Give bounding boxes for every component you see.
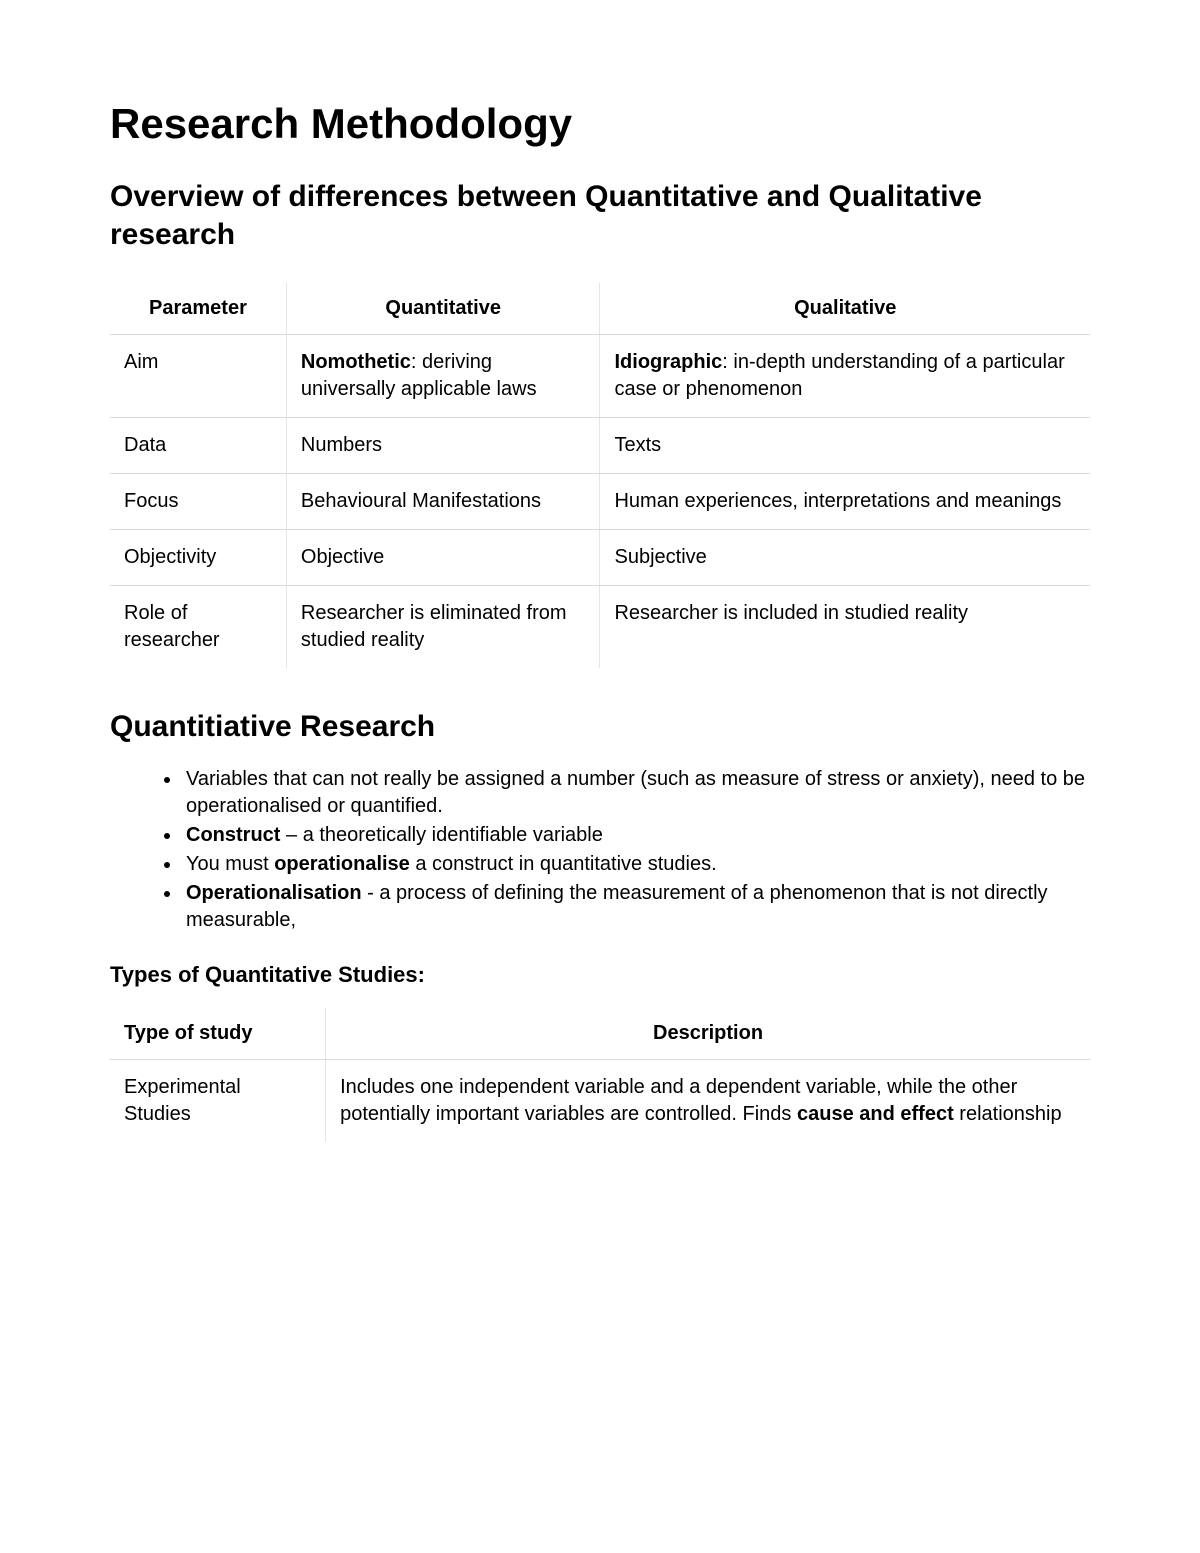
col-qualitative: Qualitative [600, 283, 1090, 335]
bullet-list: Variables that can not really be assigne… [110, 766, 1090, 934]
cell-quant: Numbers [286, 418, 600, 474]
list-item: Operationalisation - a process of defini… [182, 880, 1090, 934]
cell-param: Aim [110, 335, 286, 418]
bold-term: operationalise [274, 853, 410, 875]
types-heading: Types of Quantitative Studies: [110, 962, 1090, 988]
col-type: Type of study [110, 1008, 326, 1060]
bold-term: Operationalisation [186, 882, 362, 904]
table-header-row: Parameter Quantitative Qualitative [110, 283, 1090, 335]
bold-term: Construct [186, 824, 280, 846]
list-item: You must operationalise a construct in q… [182, 851, 1090, 878]
cell-text: relationship [954, 1103, 1062, 1125]
bold-term: Nomothetic [301, 351, 411, 373]
list-text: – a theoretically identifiable variable [280, 824, 602, 846]
list-item: Variables that can not really be assigne… [182, 766, 1090, 820]
list-text: You must [186, 853, 274, 875]
col-description: Description [326, 1008, 1090, 1060]
table-row: Focus Behavioural Manifestations Human e… [110, 474, 1090, 530]
table-header-row: Type of study Description [110, 1008, 1090, 1060]
cell-param: Focus [110, 474, 286, 530]
table-row: Data Numbers Texts [110, 418, 1090, 474]
cell-param: Role of researcher [110, 586, 286, 669]
cell-qual: Idiographic: in-depth understanding of a… [600, 335, 1090, 418]
types-table: Type of study Description Experimental S… [110, 1008, 1090, 1142]
cell-param: Data [110, 418, 286, 474]
section-heading-quantitative: Quantitiative Research [110, 708, 1090, 746]
page-subtitle: Overview of differences between Quantita… [110, 178, 1090, 253]
col-parameter: Parameter [110, 283, 286, 335]
cell-quant: Researcher is eliminated from studied re… [286, 586, 600, 669]
cell-description: Includes one independent variable and a … [326, 1059, 1090, 1142]
comparison-table: Parameter Quantitative Qualitative Aim N… [110, 283, 1090, 668]
cell-param: Objectivity [110, 530, 286, 586]
cell-type: Experimental Studies [110, 1059, 326, 1142]
page-title: Research Methodology [110, 100, 1090, 148]
cell-quant: Objective [286, 530, 600, 586]
cell-qual: Researcher is included in studied realit… [600, 586, 1090, 669]
table-row: Objectivity Objective Subjective [110, 530, 1090, 586]
table-row: Experimental Studies Includes one indepe… [110, 1059, 1090, 1142]
cell-qual: Subjective [600, 530, 1090, 586]
bold-term: Idiographic [614, 351, 722, 373]
table-row: Role of researcher Researcher is elimina… [110, 586, 1090, 669]
table-row: Aim Nomothetic: deriving universally app… [110, 335, 1090, 418]
cell-qual: Texts [600, 418, 1090, 474]
bold-term: cause and effect [797, 1103, 954, 1125]
list-item: Construct – a theoretically identifiable… [182, 822, 1090, 849]
cell-quant: Behavioural Manifestations [286, 474, 600, 530]
cell-quant: Nomothetic: deriving universally applica… [286, 335, 600, 418]
list-text: a construct in quantitative studies. [410, 853, 717, 875]
col-quantitative: Quantitative [286, 283, 600, 335]
cell-qual: Human experiences, interpretations and m… [600, 474, 1090, 530]
